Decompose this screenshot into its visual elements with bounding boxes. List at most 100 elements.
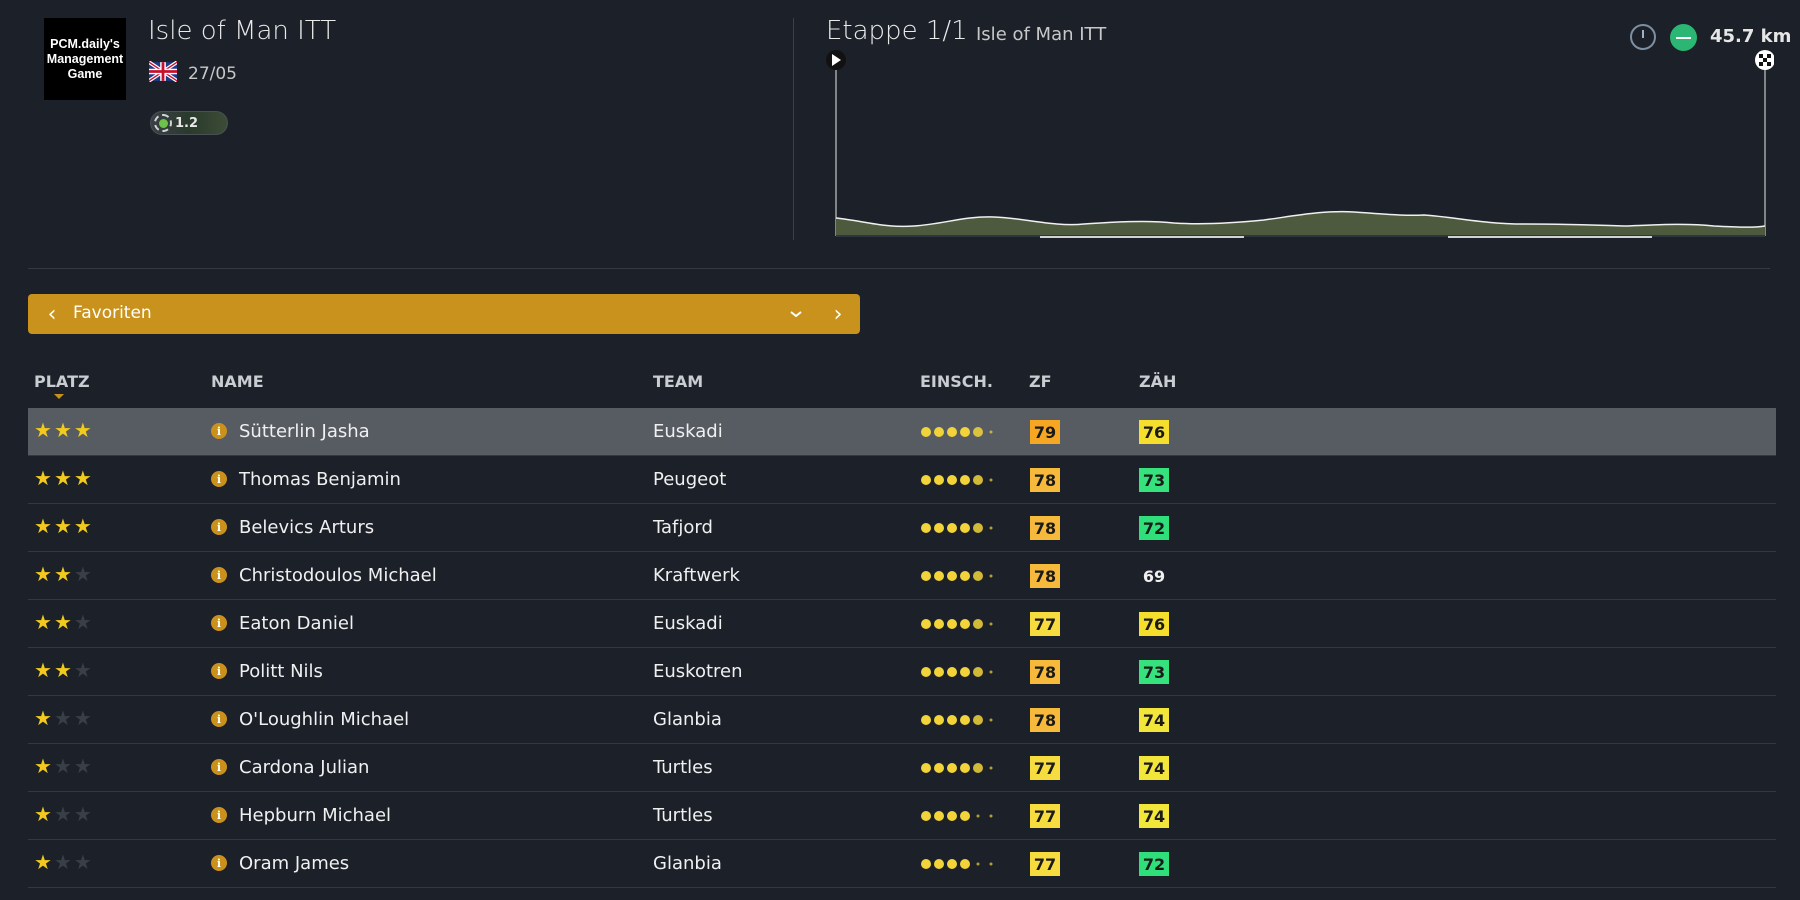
- zah-value: 73: [1139, 660, 1169, 684]
- info-icon[interactable]: i: [211, 807, 227, 823]
- rider-name[interactable]: Cardona Julian: [239, 757, 370, 778]
- zf-value: 79: [1030, 420, 1060, 444]
- info-icon[interactable]: i: [211, 759, 227, 775]
- rating-stars: ★ ★ ★: [34, 804, 92, 824]
- rating-dot: [921, 667, 931, 677]
- chevron-right-icon[interactable]: ›: [833, 301, 843, 327]
- rider-team[interactable]: Turtles: [653, 805, 713, 826]
- col-platz[interactable]: PLATZ: [34, 372, 90, 391]
- rating-dot: [934, 523, 944, 533]
- rating-stars: ★ ★ ★: [34, 708, 92, 728]
- table-row[interactable]: ★ ★ ★ i Christodoulos Michael Kraftwerk 78 69: [28, 552, 1776, 600]
- star-icon: ★: [53, 610, 72, 634]
- stage-distance: 45.7 km: [1710, 26, 1792, 47]
- col-team[interactable]: TEAM: [653, 372, 704, 391]
- star-icon: ★: [34, 514, 52, 538]
- zf-value: 78: [1030, 708, 1060, 732]
- info-icon[interactable]: i: [211, 423, 227, 439]
- zah-value: 72: [1139, 852, 1169, 876]
- einsch-rating: [921, 571, 993, 581]
- info-icon[interactable]: i: [211, 615, 227, 631]
- zah-value: 73: [1139, 468, 1169, 492]
- zf-value: 78: [1030, 516, 1060, 540]
- table-row[interactable]: ★ ★ ★ i Belevics Arturs Tafjord 78 72: [28, 504, 1776, 552]
- flat-terrain-icon: [1670, 24, 1697, 51]
- info-icon[interactable]: i: [211, 567, 227, 583]
- race-date: 27/05: [188, 64, 237, 84]
- zah-value: 74: [1139, 756, 1169, 780]
- rider-table: ★ ★ ★ i Sütterlin Jasha Euskadi 79 76 ★ ★ ★ i Thomas…: [28, 408, 1776, 888]
- rating-dot: [947, 667, 957, 677]
- chevron-left-icon[interactable]: ‹: [47, 301, 57, 327]
- rider-team[interactable]: Peugeot: [653, 469, 727, 490]
- info-icon[interactable]: i: [211, 519, 227, 535]
- info-icon[interactable]: i: [211, 471, 227, 487]
- table-row[interactable]: ★ ★ ★ i Oram James Glanbia 77 72: [28, 840, 1776, 888]
- rating-dot: [960, 859, 970, 869]
- rating-dot: [921, 811, 931, 821]
- zf-value: 77: [1030, 756, 1060, 780]
- rating-dot: [934, 571, 944, 581]
- col-einsch[interactable]: EINSCH.: [920, 372, 994, 391]
- rider-team[interactable]: Glanbia: [653, 853, 722, 874]
- info-icon[interactable]: i: [211, 663, 227, 679]
- rating-dot: [973, 763, 983, 773]
- table-row[interactable]: ★ ★ ★ i Thomas Benjamin Peugeot 78 73: [28, 456, 1776, 504]
- col-name[interactable]: NAME: [211, 372, 264, 391]
- rating-dot: [934, 811, 944, 821]
- stage-name: Isle of Man ITT: [976, 24, 1107, 45]
- rating-dot: [973, 427, 983, 437]
- table-row[interactable]: ★ ★ ★ i Sütterlin Jasha Euskadi 79 76: [28, 408, 1776, 456]
- rider-team[interactable]: Glanbia: [653, 709, 722, 730]
- rating-dot: [934, 859, 944, 869]
- star-icon: ★: [34, 610, 52, 634]
- col-zah[interactable]: ZÄH: [1139, 372, 1177, 391]
- rider-team[interactable]: Turtles: [653, 757, 713, 778]
- rider-team[interactable]: Kraftwerk: [653, 565, 740, 586]
- star-icon: ★: [34, 562, 52, 586]
- rider-name[interactable]: Sütterlin Jasha: [239, 421, 370, 442]
- list-selector[interactable]: ‹ Favoriten ›: [28, 294, 860, 334]
- rider-name[interactable]: O'Loughlin Michael: [239, 709, 410, 730]
- info-icon[interactable]: i: [211, 711, 227, 727]
- rider-name[interactable]: Eaton Daniel: [239, 613, 354, 634]
- table-row[interactable]: ★ ★ ★ i Cardona Julian Turtles 77 74: [28, 744, 1776, 792]
- rider-name[interactable]: Thomas Benjamin: [239, 469, 401, 490]
- rating-dot: [973, 715, 983, 725]
- rating-dot: [921, 523, 931, 533]
- rider-team[interactable]: Euskotren: [653, 661, 743, 682]
- table-row[interactable]: ★ ★ ★ i Politt Nils Euskotren 78 73: [28, 648, 1776, 696]
- star-icon: ★: [73, 610, 92, 634]
- chevron-down-icon[interactable]: [782, 294, 810, 334]
- star-icon: ★: [34, 706, 52, 730]
- rating-stars: ★ ★ ★: [34, 756, 92, 776]
- rating-dot: [989, 766, 993, 770]
- rating-dot: [947, 475, 957, 485]
- star-icon: ★: [53, 754, 72, 778]
- col-zf[interactable]: ZF: [1029, 372, 1052, 391]
- rider-team[interactable]: Euskadi: [653, 421, 723, 442]
- zf-value: 77: [1030, 612, 1060, 636]
- rating-dot: [947, 763, 957, 773]
- table-row[interactable]: ★ ★ ★ i Hepburn Michael Turtles 77 74: [28, 792, 1776, 840]
- rider-name[interactable]: Hepburn Michael: [239, 805, 392, 826]
- star-icon: ★: [73, 562, 92, 586]
- stopwatch-icon: [1630, 24, 1656, 50]
- rating-dot: [921, 475, 931, 485]
- rating-dot: [960, 619, 970, 629]
- rider-team[interactable]: Tafjord: [653, 517, 713, 538]
- rider-name[interactable]: Oram James: [239, 853, 350, 874]
- einsch-rating: [921, 475, 993, 485]
- table-header: PLATZ NAME TEAM EINSCH. ZF ZÄH: [0, 372, 1800, 402]
- rider-team[interactable]: Euskadi: [653, 613, 723, 634]
- star-icon: ★: [53, 658, 72, 682]
- table-row[interactable]: ★ ★ ★ i O'Loughlin Michael Glanbia 78 74: [28, 696, 1776, 744]
- rating-dot: [960, 763, 970, 773]
- rider-name[interactable]: Belevics Arturs: [239, 517, 375, 538]
- stage-profile: [826, 50, 1774, 238]
- star-icon: ★: [73, 802, 92, 826]
- rider-name[interactable]: Christodoulos Michael: [239, 565, 437, 586]
- rider-name[interactable]: Politt Nils: [239, 661, 323, 682]
- info-icon[interactable]: i: [211, 855, 227, 871]
- table-row[interactable]: ★ ★ ★ i Eaton Daniel Euskadi 77 76: [28, 600, 1776, 648]
